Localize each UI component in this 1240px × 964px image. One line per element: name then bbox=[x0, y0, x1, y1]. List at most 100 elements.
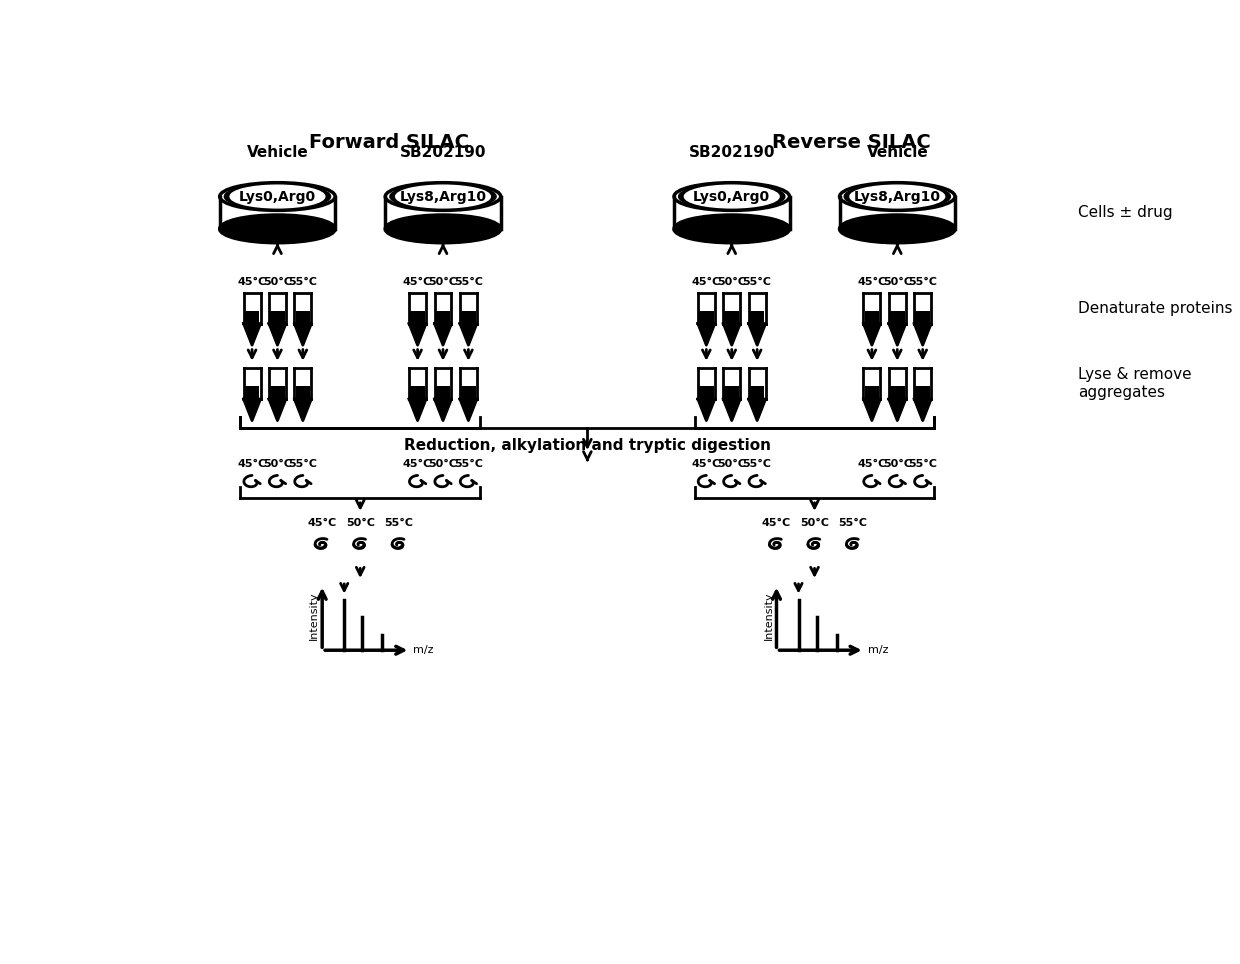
Text: m/z: m/z bbox=[868, 645, 888, 656]
Polygon shape bbox=[294, 399, 311, 420]
Bar bbox=[269, 293, 286, 324]
Text: Denaturate proteins: Denaturate proteins bbox=[1079, 301, 1233, 315]
Text: Forward SILAC: Forward SILAC bbox=[309, 133, 469, 151]
Bar bbox=[699, 387, 714, 399]
Polygon shape bbox=[294, 324, 311, 345]
Text: 50°C: 50°C bbox=[800, 518, 830, 527]
Polygon shape bbox=[409, 324, 427, 345]
Bar bbox=[435, 310, 450, 324]
Bar bbox=[294, 293, 311, 324]
Text: 55°C: 55°C bbox=[289, 277, 317, 286]
Text: 50°C: 50°C bbox=[883, 460, 911, 469]
Polygon shape bbox=[460, 324, 477, 345]
Bar bbox=[890, 310, 905, 324]
Text: Cells ± drug: Cells ± drug bbox=[1079, 205, 1173, 220]
Text: 55°C: 55°C bbox=[289, 460, 317, 469]
Text: Vehicle: Vehicle bbox=[247, 145, 309, 160]
Text: 45°C: 45°C bbox=[403, 277, 433, 286]
Bar bbox=[749, 368, 765, 399]
Polygon shape bbox=[749, 324, 765, 345]
Text: 50°C: 50°C bbox=[717, 277, 746, 286]
Bar bbox=[890, 387, 905, 399]
Bar bbox=[435, 387, 450, 399]
Ellipse shape bbox=[224, 184, 331, 209]
Text: Intensity: Intensity bbox=[309, 591, 319, 640]
Bar bbox=[243, 293, 260, 324]
Text: 55°C: 55°C bbox=[454, 277, 482, 286]
Polygon shape bbox=[698, 399, 714, 420]
Ellipse shape bbox=[386, 215, 501, 243]
Bar bbox=[295, 387, 310, 399]
Text: 45°C: 45°C bbox=[403, 460, 433, 469]
Bar bbox=[699, 310, 714, 324]
Bar bbox=[294, 368, 311, 399]
Bar bbox=[434, 368, 451, 399]
Text: Intensity: Intensity bbox=[764, 591, 774, 640]
Text: 45°C: 45°C bbox=[237, 460, 267, 469]
Bar bbox=[863, 368, 880, 399]
Text: 50°C: 50°C bbox=[429, 460, 458, 469]
Bar bbox=[270, 310, 285, 324]
Polygon shape bbox=[723, 399, 740, 420]
Text: 45°C: 45°C bbox=[857, 460, 887, 469]
Ellipse shape bbox=[675, 215, 790, 243]
Bar bbox=[461, 387, 476, 399]
Bar bbox=[750, 310, 765, 324]
Bar bbox=[410, 387, 425, 399]
Text: Lys8,Arg10: Lys8,Arg10 bbox=[854, 190, 941, 203]
Text: Lyse & remove
aggregates: Lyse & remove aggregates bbox=[1079, 367, 1192, 400]
Ellipse shape bbox=[389, 184, 496, 209]
Bar bbox=[244, 387, 259, 399]
Polygon shape bbox=[434, 399, 451, 420]
Ellipse shape bbox=[231, 185, 325, 208]
Bar bbox=[724, 310, 739, 324]
Text: 50°C: 50°C bbox=[429, 277, 458, 286]
Bar bbox=[461, 310, 476, 324]
Text: 45°C: 45°C bbox=[692, 460, 720, 469]
Text: Reduction, alkylation and tryptic digestion: Reduction, alkylation and tryptic digest… bbox=[404, 438, 771, 453]
Ellipse shape bbox=[839, 215, 955, 243]
Text: 55°C: 55°C bbox=[454, 460, 482, 469]
Bar bbox=[915, 387, 930, 399]
Bar bbox=[295, 310, 310, 324]
Bar bbox=[863, 293, 880, 324]
Bar bbox=[409, 293, 427, 324]
Text: 50°C: 50°C bbox=[263, 277, 291, 286]
Ellipse shape bbox=[678, 184, 785, 209]
Polygon shape bbox=[889, 324, 905, 345]
Text: 50°C: 50°C bbox=[717, 460, 746, 469]
Ellipse shape bbox=[684, 185, 779, 208]
Polygon shape bbox=[889, 399, 905, 420]
Polygon shape bbox=[749, 399, 765, 420]
Text: 50°C: 50°C bbox=[883, 277, 911, 286]
Polygon shape bbox=[243, 399, 260, 420]
Polygon shape bbox=[863, 324, 880, 345]
Bar bbox=[434, 293, 451, 324]
Bar bbox=[749, 293, 765, 324]
Text: 55°C: 55°C bbox=[838, 518, 868, 527]
Polygon shape bbox=[914, 399, 931, 420]
Text: m/z: m/z bbox=[413, 645, 434, 656]
Polygon shape bbox=[409, 399, 427, 420]
Bar bbox=[889, 293, 905, 324]
Text: 45°C: 45°C bbox=[237, 277, 267, 286]
Text: SB202190: SB202190 bbox=[688, 145, 775, 160]
Bar bbox=[723, 368, 740, 399]
Text: 50°C: 50°C bbox=[263, 460, 291, 469]
Bar bbox=[724, 387, 739, 399]
Bar bbox=[750, 387, 765, 399]
Polygon shape bbox=[434, 324, 451, 345]
Text: Lys8,Arg10: Lys8,Arg10 bbox=[399, 190, 486, 203]
Text: Vehicle: Vehicle bbox=[867, 145, 929, 160]
Bar bbox=[244, 310, 259, 324]
Bar bbox=[698, 368, 714, 399]
Bar bbox=[269, 368, 286, 399]
Bar bbox=[914, 368, 931, 399]
Polygon shape bbox=[243, 324, 260, 345]
Text: 55°C: 55°C bbox=[743, 460, 771, 469]
Polygon shape bbox=[269, 399, 286, 420]
Text: Lys0,Arg0: Lys0,Arg0 bbox=[693, 190, 770, 203]
Bar bbox=[864, 387, 879, 399]
Ellipse shape bbox=[849, 185, 945, 208]
Text: 55°C: 55°C bbox=[384, 518, 413, 527]
